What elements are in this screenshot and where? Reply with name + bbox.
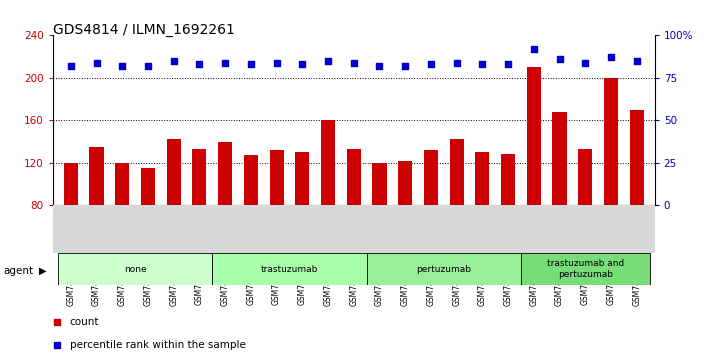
Point (245, 62, 256, 67)
Bar (372, 163, 386, 290)
Point (425, 62, 436, 67)
Text: pertuzumab: pertuzumab (416, 264, 471, 274)
Bar (244, 155, 258, 290)
Point (451, 60, 463, 65)
Bar (398, 161, 413, 290)
Text: GDS4814 / ILMN_1692261: GDS4814 / ILMN_1692261 (53, 23, 234, 37)
Text: none: none (124, 264, 146, 274)
Text: percentile rank within the sample: percentile rank within the sample (70, 340, 246, 350)
Bar (295, 152, 309, 290)
Bar (527, 67, 541, 290)
Point (220, 60, 231, 65)
Bar (578, 149, 592, 290)
Point (631, 58, 642, 64)
Bar (270, 150, 284, 290)
Bar (141, 168, 155, 290)
Point (400, 63, 411, 69)
Bar (218, 142, 232, 290)
Bar (629, 110, 643, 290)
Bar (450, 139, 464, 290)
Point (503, 62, 514, 67)
Point (528, 46, 539, 52)
Bar (604, 78, 618, 290)
Bar (553, 112, 567, 290)
Text: count: count (70, 317, 99, 327)
Point (117, 63, 128, 69)
Point (91, 60, 102, 65)
Text: trastuzumab: trastuzumab (260, 264, 318, 274)
Text: trastuzumab and
pertuzumab: trastuzumab and pertuzumab (546, 259, 624, 279)
Point (348, 60, 359, 65)
Bar (213, 253, 367, 285)
Bar (58, 253, 213, 285)
Bar (424, 150, 438, 290)
Point (168, 58, 180, 64)
Text: ▶: ▶ (39, 266, 46, 276)
Text: agent: agent (4, 266, 34, 276)
Point (477, 62, 488, 67)
Bar (89, 147, 103, 290)
Point (194, 62, 205, 67)
Bar (501, 154, 515, 290)
Bar (115, 163, 130, 290)
Bar (321, 120, 335, 290)
Bar (64, 163, 78, 290)
Point (65, 63, 77, 69)
Bar (521, 253, 650, 285)
Point (296, 62, 308, 67)
Bar (475, 152, 489, 290)
Point (374, 63, 385, 69)
Bar (167, 139, 181, 290)
Point (322, 58, 334, 64)
Point (554, 56, 565, 62)
Bar (192, 149, 206, 290)
Point (142, 63, 153, 69)
Bar (346, 149, 361, 290)
Point (579, 60, 591, 65)
Bar (367, 253, 521, 285)
Point (605, 55, 617, 60)
Point (271, 60, 282, 65)
